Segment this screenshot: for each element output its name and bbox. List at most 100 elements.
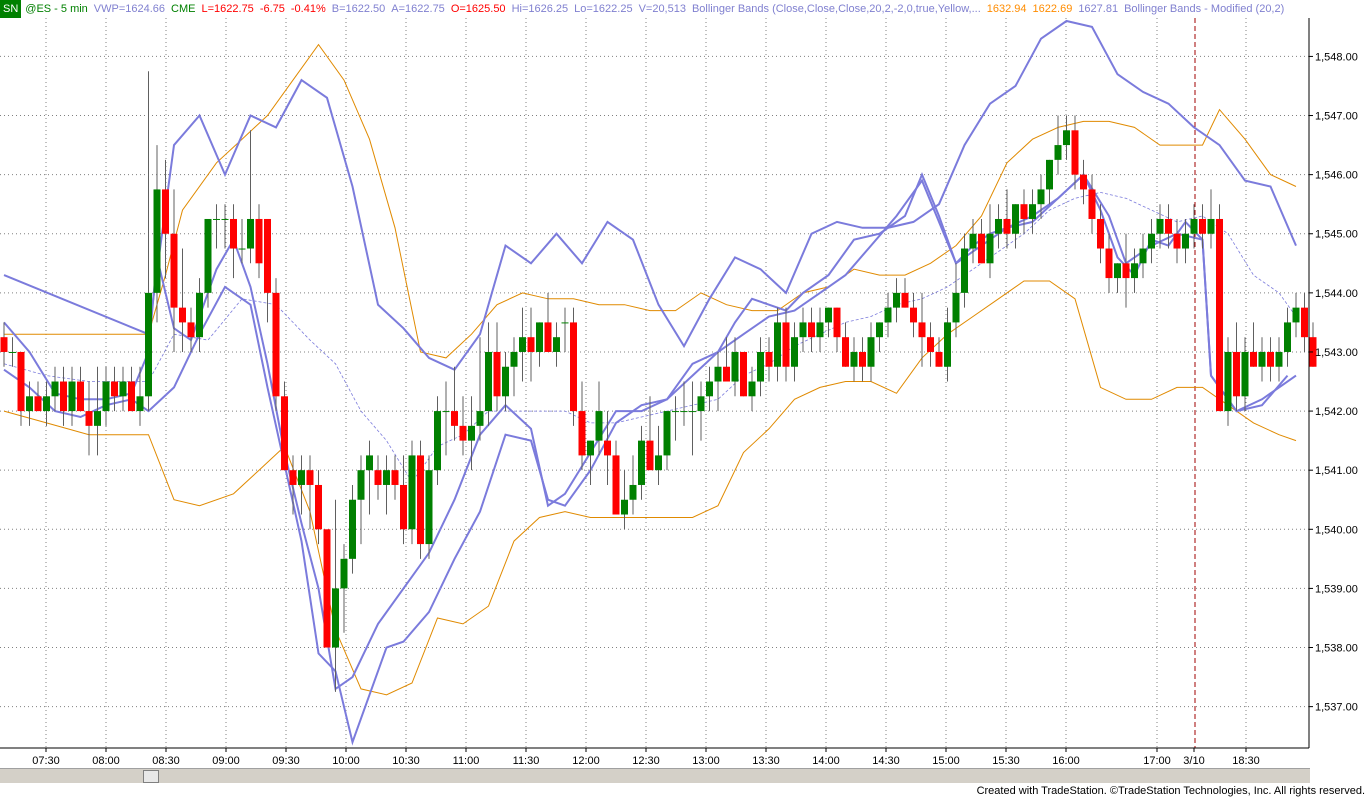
candle-up — [638, 440, 645, 485]
candle-down — [77, 381, 84, 412]
candle-down — [646, 440, 654, 471]
price-tick-label: 1,538.00 — [1315, 643, 1358, 655]
scrollbar-thumb[interactable] — [143, 770, 159, 783]
bb-lower-band-line — [3, 280, 1297, 696]
candle-up — [748, 381, 756, 397]
candle-down — [0, 337, 8, 352]
candle-up — [944, 322, 951, 367]
chart-header: SN @ES - 5 min VWP=1624.66 CME L=1622.75 -6.7… — [0, 0, 1369, 18]
time-tick-label: 14:00 — [812, 755, 840, 767]
time-tick-label: 11:00 — [453, 755, 480, 767]
candle-up — [332, 588, 339, 648]
candle-up — [850, 351, 858, 367]
price-axis: 1,548.00 1,547.00 1,546.00 1,545.00 1,544.00… — [1308, 18, 1358, 748]
candle-down — [400, 484, 407, 530]
candle-up — [536, 322, 543, 352]
candle-up — [876, 322, 883, 338]
time-tick-label: 08:00 — [92, 755, 120, 767]
candle-down — [901, 292, 909, 308]
copyright-footer: Created with TradeStation. ©TradeStation… — [976, 785, 1365, 797]
candle-up — [94, 411, 101, 426]
time-tick-label: 17:00 — [1143, 755, 1171, 767]
candle-down — [1003, 218, 1011, 234]
bb-modified-mid-line — [3, 171, 1289, 691]
price-tick-label: 1,545.00 — [1315, 229, 1358, 241]
candle-down — [859, 351, 866, 367]
candle-down — [612, 455, 620, 515]
time-tick-label: 15:00 — [932, 755, 960, 767]
exchange-label: CME — [171, 3, 196, 15]
candle-up — [1224, 351, 1232, 412]
candle-down — [1071, 130, 1079, 175]
candle-down — [85, 411, 93, 426]
candle-down — [170, 233, 178, 308]
candle-up — [476, 411, 484, 426]
candle-up — [986, 233, 994, 264]
bb-lower-value: 1622.69 — [1032, 3, 1073, 15]
candle-up — [102, 381, 110, 412]
time-tick-label: 13:30 — [752, 755, 780, 767]
candle-up — [1207, 218, 1215, 234]
candle-up — [1046, 159, 1053, 190]
percent-change: -0.41% — [290, 3, 326, 15]
price-tick-label: 1,539.00 — [1315, 583, 1358, 595]
candle-down — [493, 351, 501, 397]
candle-down — [128, 381, 135, 412]
candle-down — [315, 484, 322, 530]
candle-up — [1037, 189, 1045, 205]
candle-down — [17, 351, 25, 412]
ask-price: A=1622.75 — [391, 3, 445, 15]
net-change: -6.75 — [259, 3, 285, 15]
candle-up — [145, 292, 152, 397]
candle-down — [570, 322, 577, 412]
candle-down — [527, 337, 535, 352]
time-tick-label: 15:30 — [992, 755, 1020, 767]
candle-down — [230, 218, 237, 249]
candle-down — [162, 189, 169, 234]
candle-up — [961, 248, 968, 293]
time-tick-label: 11:30 — [513, 755, 540, 767]
candle-up — [867, 337, 875, 367]
candle-down — [782, 322, 790, 367]
candle-down — [578, 411, 586, 456]
candle-down — [374, 470, 382, 485]
candle-down — [179, 307, 186, 323]
candle-up — [434, 411, 441, 471]
candle-down — [927, 337, 934, 352]
candle-up — [655, 455, 662, 471]
candle-up — [757, 351, 764, 382]
candle-up — [383, 470, 390, 485]
candle-up — [408, 455, 416, 530]
time-tick-label: 09:30 — [272, 755, 300, 767]
candle-up — [43, 396, 50, 412]
bid-price: B=1622.50 — [331, 3, 386, 15]
candle-up — [1292, 307, 1300, 323]
candle-down — [1173, 233, 1181, 249]
candle-up — [697, 396, 705, 412]
candle-up — [51, 381, 59, 397]
candle-up — [1241, 351, 1249, 397]
symbol-network-badge[interactable]: SN — [0, 0, 22, 18]
bb-mid-value: 1627.81 — [1078, 3, 1119, 15]
candle-up — [672, 411, 679, 413]
candle-down — [1199, 218, 1206, 234]
candle-up — [553, 337, 560, 352]
candle-up — [1139, 248, 1147, 264]
indicator-bb-modified-label[interactable]: Bollinger Bands - Modified (20,2) — [1124, 3, 1285, 15]
candle-up — [799, 322, 807, 338]
candle-up — [1275, 351, 1283, 367]
candle-up — [731, 351, 739, 382]
bb-upper-value: 1632.94 — [986, 3, 1027, 15]
candle-up — [119, 381, 127, 397]
candle-up — [587, 440, 594, 456]
indicator-bb-label[interactable]: Bollinger Bands (Close,Close,Close,20,2,… — [691, 3, 981, 15]
candle-up — [1148, 233, 1155, 249]
candle-down — [34, 396, 42, 412]
horizontal-scrollbar[interactable] — [0, 768, 1310, 783]
candle-up — [952, 292, 960, 323]
bb-modified-upper-line — [3, 19, 1297, 371]
candle-down — [842, 337, 849, 367]
candle-up — [1012, 204, 1019, 234]
candle-up — [1063, 130, 1070, 146]
